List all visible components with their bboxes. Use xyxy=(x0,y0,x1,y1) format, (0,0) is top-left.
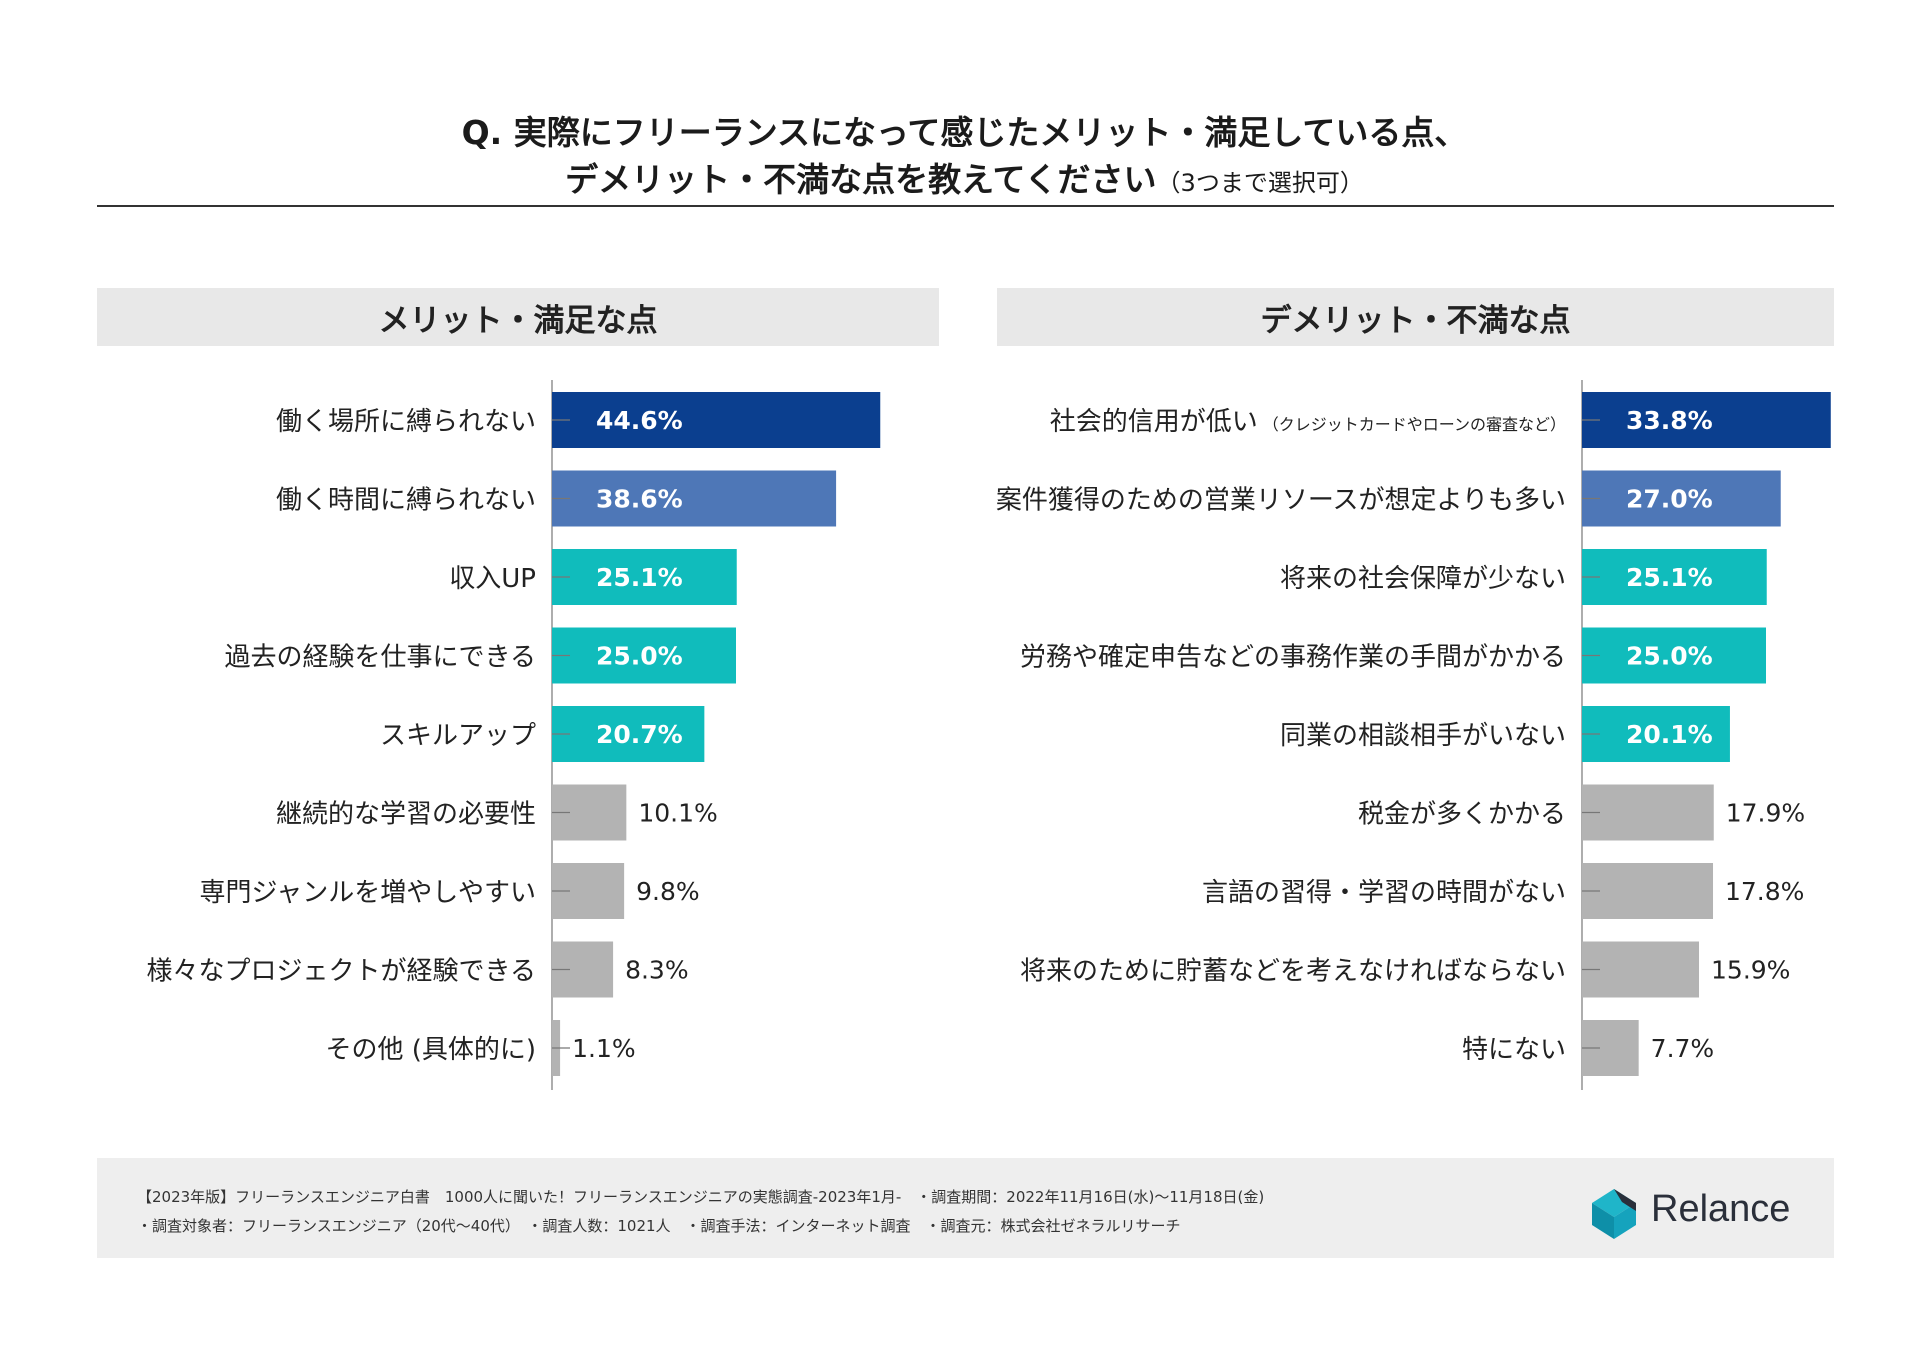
left-value-label-3: 25.1% xyxy=(596,563,683,592)
left-bar-1 xyxy=(552,392,881,448)
right-value-label-2: 27.0% xyxy=(1626,485,1713,514)
page-title-line2-main: デメリット・不満な点を教えてください xyxy=(565,160,1157,199)
left-bar-4 xyxy=(552,627,736,684)
left-category-text-2: 働く時間に縛られない xyxy=(276,486,536,516)
right-category-label-9: 特にない xyxy=(1462,1035,1566,1065)
left-category-label-8: 様々なプロジェクトが経験できる xyxy=(147,957,536,987)
left-category-text-5: スキルアップ xyxy=(380,721,536,751)
left-value-label-4: 25.0% xyxy=(596,642,683,671)
right-value-label-9: 7.7% xyxy=(1651,1034,1715,1063)
right-bar-1 xyxy=(1582,392,1831,448)
right-category-text-9: 特にない xyxy=(1462,1035,1566,1065)
right-category-text-4: 労務や確定申告などの事務作業の手間がかかる xyxy=(1020,643,1566,673)
right-value-label-7: 17.8% xyxy=(1725,877,1804,906)
left-category-label-3: 収入UP xyxy=(449,564,536,594)
left-bar-2 xyxy=(552,470,837,527)
footer-line-1: 【2023年版】フリーランスエンジニア白書 1000人に聞いた！フリーランスエン… xyxy=(137,1188,1265,1206)
right-category-label-4: 労務や確定申告などの事務作業の手間がかかる xyxy=(1020,643,1566,673)
right-category-label-1: 社会的信用が低い （クレジットカードやローンの審査など） xyxy=(1050,407,1566,437)
right-category-label-2: 案件獲得のための営業リソースが想定よりも多い xyxy=(996,486,1566,516)
right-value-label-4: 25.0% xyxy=(1626,642,1713,671)
right-category-text-1: 社会的信用が低い xyxy=(1050,407,1258,437)
left-category-label-1: 働く場所に縛られない xyxy=(276,407,536,437)
footer-line-2: ・調査対象者：フリーランスエンジニア（20代〜40代） ・調査人数：1021人 … xyxy=(137,1217,1181,1235)
right-category-note-1: （クレジットカードやローンの審査など） xyxy=(1258,415,1566,434)
right-category-text-7: 言語の習得・学習の時間がない xyxy=(1202,878,1566,908)
left-category-text-6: 継続的な学習の必要性 xyxy=(276,800,536,830)
left-value-label-6: 10.1% xyxy=(638,799,717,828)
right-panel-header: デメリット・不満な点 xyxy=(997,288,1834,346)
left-category-label-2: 働く時間に縛られない xyxy=(276,486,536,516)
left-category-label-9: その他 (具体的に) xyxy=(325,1035,536,1065)
right-value-label-3: 25.1% xyxy=(1626,563,1713,592)
right-category-label-8: 将来のために貯蓄などを考えなければならない xyxy=(1020,957,1566,987)
logo-text: Relance xyxy=(1651,1188,1791,1230)
page-title-note: （3つまで選択可） xyxy=(1156,169,1364,197)
right-category-text-2: 案件獲得のための営業リソースが想定よりも多い xyxy=(996,486,1566,516)
right-bar-5 xyxy=(1582,706,1730,762)
left-category-label-6: 継続的な学習の必要性 xyxy=(276,800,536,830)
title-divider xyxy=(97,205,1834,207)
right-value-label-1: 33.8% xyxy=(1626,406,1713,435)
left-category-label-4: 過去の経験を仕事にできる xyxy=(225,643,536,673)
left-category-label-5: スキルアップ xyxy=(380,721,536,751)
right-bar-2 xyxy=(1582,470,1781,527)
right-value-label-6: 17.9% xyxy=(1726,799,1805,828)
right-category-label-5: 同業の相談相手がいない xyxy=(1280,721,1566,751)
left-value-label-1: 44.6% xyxy=(596,406,683,435)
right-category-text-3: 将来の社会保障が少ない xyxy=(1280,564,1566,594)
right-bar-7 xyxy=(1582,863,1714,919)
right-category-label-6: 税金が多くかかる xyxy=(1358,800,1566,830)
left-category-text-3: 収入UP xyxy=(449,564,536,594)
right-bar-3 xyxy=(1582,549,1767,605)
left-category-text-8: 様々なプロジェクトが経験できる xyxy=(147,957,536,987)
right-value-label-8: 15.9% xyxy=(1711,956,1790,985)
page-title-line2: デメリット・不満な点を教えてください（3つまで選択可） xyxy=(0,153,1929,201)
right-category-text-6: 税金が多くかかる xyxy=(1358,800,1566,830)
page-title-line1: Q. 実際にフリーランスになって感じたメリット・満足している点、 xyxy=(461,113,1468,152)
relance-logo-icon xyxy=(1592,1189,1636,1239)
footer-box: 【2023年版】フリーランスエンジニア白書 1000人に聞いた！フリーランスエン… xyxy=(97,1158,1834,1258)
left-category-text-1: 働く場所に縛られない xyxy=(276,407,536,437)
left-bar-3 xyxy=(552,549,737,605)
right-category-label-7: 言語の習得・学習の時間がない xyxy=(1202,878,1566,908)
right-category-text-5: 同業の相談相手がいない xyxy=(1280,721,1566,751)
left-value-label-5: 20.7% xyxy=(596,720,683,749)
right-bar-4 xyxy=(1582,627,1766,684)
left-category-text-4: 過去の経験を仕事にできる xyxy=(225,643,536,673)
right-category-text-8: 将来のために貯蓄などを考えなければならない xyxy=(1020,957,1566,987)
left-category-text-9: その他 (具体的に) xyxy=(325,1035,536,1065)
left-value-label-7: 9.8% xyxy=(636,877,700,906)
left-bar-5 xyxy=(552,706,705,762)
bar-charts: 働く場所に縛られない 44.6% 働く時間に縛られない 38.6% 収入UP 25.1% 過… xyxy=(147,380,1831,1090)
right-bar-6 xyxy=(1582,784,1714,841)
left-value-label-8: 8.3% xyxy=(625,956,689,985)
left-category-text-7: 専門ジャンルを増やしやすい xyxy=(200,878,536,908)
left-value-label-9: 1.1% xyxy=(572,1034,636,1063)
right-value-label-5: 20.1% xyxy=(1626,720,1713,749)
right-bar-8 xyxy=(1582,941,1700,998)
left-value-label-2: 38.6% xyxy=(596,485,683,514)
left-panel-header: メリット・満足な点 xyxy=(97,288,939,346)
left-category-label-7: 専門ジャンルを増やしやすい xyxy=(200,878,536,908)
right-category-label-3: 将来の社会保障が少ない xyxy=(1280,564,1566,594)
